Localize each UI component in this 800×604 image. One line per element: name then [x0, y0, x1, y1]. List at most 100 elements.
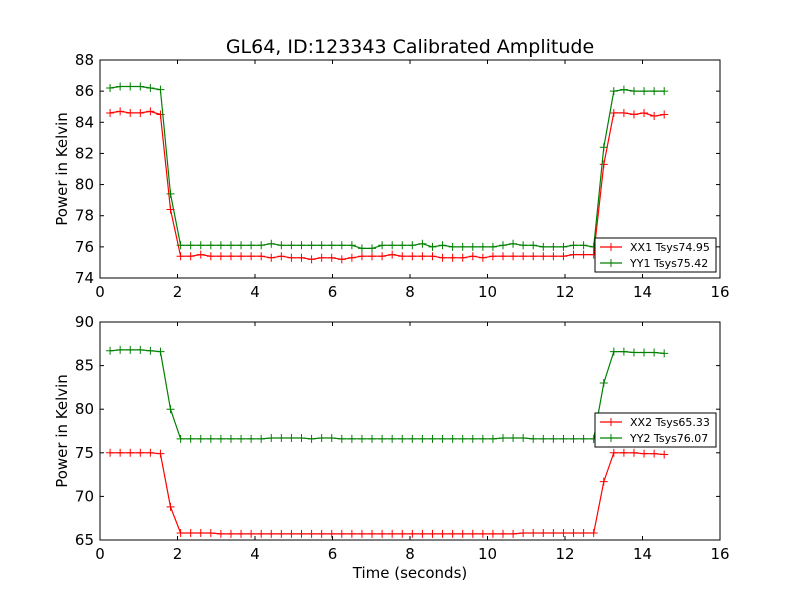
data-point: [569, 241, 578, 250]
data-point: [418, 434, 427, 443]
x-tick-label: 12: [555, 545, 574, 563]
data-point: [660, 110, 669, 119]
data-point: [257, 241, 266, 250]
data-point: [640, 348, 649, 357]
y-tick-label: 88: [75, 51, 94, 69]
data-point: [247, 529, 256, 538]
data-point: [559, 242, 568, 251]
data-point: [126, 448, 135, 457]
data-point: [619, 108, 628, 117]
data-point: [307, 255, 316, 264]
y-tick-label: 80: [75, 176, 94, 194]
x-tick-label: 10: [478, 545, 497, 563]
data-point: [317, 241, 326, 250]
legend-marker: [607, 259, 615, 267]
data-point: [297, 529, 306, 538]
y-tick-label: 65: [75, 531, 94, 549]
legend-marker: [607, 434, 615, 442]
data-point: [519, 433, 528, 442]
data-point: [448, 242, 457, 251]
data-point: [186, 241, 195, 250]
data-point: [287, 529, 296, 538]
data-point: [468, 434, 477, 443]
data-point: [569, 434, 578, 443]
data-point: [488, 242, 497, 251]
data-point: [398, 252, 407, 261]
data-point: [146, 448, 155, 457]
data-point: [599, 160, 608, 169]
data-point: [368, 434, 377, 443]
legend-label: YY1 Tsys75.42: [629, 257, 708, 270]
data-point: [206, 252, 215, 261]
data-point: [418, 529, 427, 538]
data-point: [347, 434, 356, 443]
legend-label: XX1 Tsys74.95: [630, 241, 710, 254]
data-point: [347, 529, 356, 538]
x-tick-label: 0: [95, 283, 105, 301]
legend-label: XX2 Tsys65.33: [630, 416, 710, 429]
data-point: [629, 87, 638, 96]
data-point: [206, 529, 215, 538]
data-point: [136, 108, 145, 117]
data-point: [579, 250, 588, 259]
data-point: [438, 434, 447, 443]
data-point: [327, 529, 336, 538]
data-point: [247, 252, 256, 261]
data-point: [640, 449, 649, 458]
data-point: [619, 448, 628, 457]
data-point: [327, 253, 336, 262]
data-point: [368, 252, 377, 261]
chart-panel-2: 0 2 4 6 8 10 12 14 16 65 70 75 80 85 90 Power in Kelvin…: [53, 313, 730, 582]
y-tick-label: 90: [75, 313, 94, 331]
data-point: [247, 434, 256, 443]
data-point: [579, 529, 588, 538]
data-point: [640, 108, 649, 117]
data-point: [458, 434, 467, 443]
data-point: [509, 252, 518, 261]
data-point: [388, 250, 397, 259]
data-point: [226, 434, 235, 443]
y-axis-label: Power in Kelvin: [53, 112, 71, 226]
data-point: [488, 434, 497, 443]
data-point: [216, 241, 225, 250]
data-point: [237, 241, 246, 250]
data-point: [478, 242, 487, 251]
data-point: [448, 434, 457, 443]
data-point: [499, 433, 507, 442]
x-tick-label: 8: [405, 283, 415, 301]
data-point: [499, 252, 507, 261]
data-point: [337, 255, 346, 264]
x-tick-label: 4: [250, 545, 260, 563]
y-tick-label: 85: [75, 357, 94, 375]
y-tick-label: 76: [75, 238, 94, 256]
data-point: [519, 241, 528, 250]
data-point: [650, 112, 659, 121]
data-point: [146, 107, 155, 116]
data-point: [257, 529, 266, 538]
data-point: [257, 252, 266, 261]
x-tick-label: 14: [633, 545, 652, 563]
data-point: [307, 529, 316, 538]
data-point: [519, 529, 528, 538]
data-point: [408, 252, 417, 261]
data-point: [589, 529, 598, 538]
data-point: [237, 434, 246, 443]
data-point: [106, 346, 115, 355]
data-point: [176, 529, 185, 538]
y-tick-label: 75: [75, 444, 94, 462]
data-point: [529, 529, 538, 538]
data-point: [106, 84, 115, 93]
data-point: [478, 529, 487, 538]
data-point: [378, 241, 387, 250]
data-point: [307, 434, 316, 443]
data-point: [176, 434, 185, 443]
data-point: [539, 434, 548, 443]
data-point: [287, 433, 296, 442]
data-point: [317, 253, 326, 262]
data-point: [478, 253, 487, 262]
data-point: [428, 252, 437, 261]
data-point: [166, 502, 175, 511]
data-point: [660, 87, 669, 96]
data-point: [307, 241, 316, 250]
